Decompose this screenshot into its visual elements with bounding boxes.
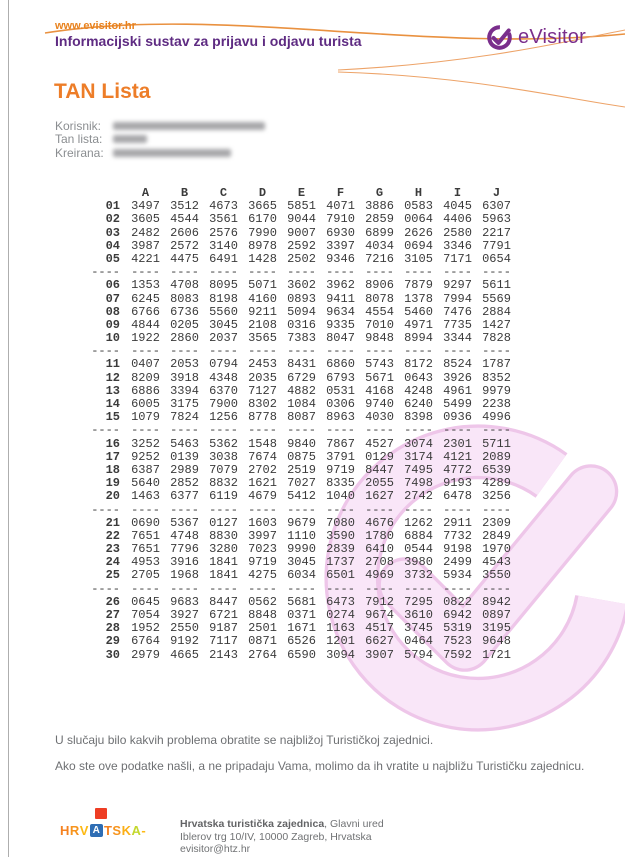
table-row: 10 1922 2860 2037 3565 7383 8047 9848 8994 3344 78… [105,331,511,346]
table-row: 09 4844 0205 3045 2108 0316 9335 7010 4971 7735 14… [105,317,511,332]
table-row: 16 3252 5463 5362 1548 9840 7867 4527 3074 2301 57… [105,436,511,451]
info-block: Korisnik: Tan lista: Kreirana: [55,119,265,160]
footer-note-return: Ako ste ove podatke našli, a ne pripadaj… [55,759,585,773]
table-row: 25 2705 1968 1841 4275 6034 6501 4969 3732 5934 35… [105,568,511,583]
system-subtitle: Informacijski sustav za prijavu i odjavu… [55,33,362,49]
tan-table: A B C D E F G H I J 01 3497 3512 4673 3665 5851 4071 3886… [88,186,516,662]
table-separator-row: ---- ---- ---- ---- ---- ---- ---- ---- ---- ----… [91,423,511,438]
hrvatska-logo-letter: K [121,822,132,838]
kreirana-label: Kreirana: [55,145,104,160]
evisitor-logo: eVisitor [486,24,586,51]
organisation-name: Hrvatska turistička zajednica [180,818,325,830]
table-row: 13 6886 3394 6370 7127 4882 0531 4168 4248 4961 99… [105,383,511,398]
organisation-address: Hrvatska turistička zajednica, Glavni ur… [180,818,384,856]
table-row: 06 1353 4708 8095 5071 3602 3962 8906 7879 9297 56… [105,278,511,293]
table-row: 02 3605 4544 3561 6170 9044 7910 2859 0064 4406 59… [105,212,511,227]
hrvatska-logo-letter: V [79,822,89,838]
table-separator-row: ---- ---- ---- ---- ---- ---- ---- ---- ---- ----… [91,344,511,359]
organisation-name-line: Hrvatska turistička zajednica, Glavni ur… [180,818,384,831]
tan-lista-label: Tan lista: [55,132,103,147]
table-row: 21 0690 5367 0127 1603 9679 7080 4676 1262 2911 23… [105,515,511,530]
table-row: 29 6764 9192 7117 0871 6526 1201 6627 0464 7523 96… [105,634,511,649]
page-edge-line [8,0,9,857]
tan-lista-value-redacted [113,135,147,144]
info-row-korisnik: Korisnik: [55,119,265,133]
korisnik-value-redacted [113,121,265,130]
table-separator-row: ---- ---- ---- ---- ---- ---- ---- ---- ---- ----… [91,581,511,596]
table-row: 30 2979 4665 2143 2764 6590 3094 3907 5794 7592 17… [105,647,511,662]
table-row: 14 6005 3175 7900 8302 1084 0306 9740 6240 5499 22… [105,397,511,411]
evisitor-url-link[interactable]: www.evisitor.hr [55,20,136,32]
table-row: 01 3497 3512 4673 3665 5851 4071 3886 0583 4045 63… [105,199,511,214]
evisitor-logo-text: eVisitor [518,26,586,48]
table-row: 05 4221 4475 6491 1428 2502 9346 7216 3105 7171 06… [105,251,511,266]
table-separator-row: ---- ---- ---- ---- ---- ---- ---- ---- ---- ----… [91,265,511,280]
hrvatska-logo-letter: S [112,822,122,838]
korisnik-label: Korisnik: [55,118,102,133]
organisation-email-link[interactable]: evisitor@htz.hr [180,843,251,855]
hrvatska-logo-letter: H [60,822,70,838]
table-row: 07 6245 8083 8198 4160 0893 9411 8078 1378 7994 55… [105,291,511,306]
table-row: 04 3987 2572 3140 8978 2592 3397 4034 0694 3346 77… [105,238,511,253]
hrvatska-logo-letter: T [103,822,113,838]
table-row: 08 6766 6736 5560 9211 5094 9634 4554 5460 7476 28… [105,304,511,319]
table-row: 11 0407 2053 0794 2453 8431 6860 5743 8172 8524 17… [105,357,511,372]
kreirana-value-redacted [113,148,231,157]
table-row: 17 9252 0139 3038 7674 0875 3791 0129 3174 4121 20… [105,449,511,464]
table-row: 03 2482 2606 2576 7990 9007 6930 6899 2626 2580 22… [105,225,511,240]
info-row-kreirana: Kreirana: [55,146,265,160]
hrvatska-logo-letter: - [141,822,147,838]
info-row-tan-lista: Tan lista: [55,132,265,147]
organisation-street-line: Iblerov trg 10/IV, 10000 Zagreb, Hrvatsk… [180,830,372,843]
table-row: 15 1079 7824 1256 8778 8087 8963 4030 8398 0936 49… [105,410,511,425]
table-row: 12 8209 3918 4348 2035 6729 6793 5671 0643 3926 83… [105,370,511,385]
organisation-unit: , Glavni ured [324,818,384,830]
footer-note-problems: U slučaju bilo kakvih problema obratite … [55,733,434,747]
organisation-email-line: evisitor@htz.hr [180,843,384,856]
evisitor-emark-icon [487,25,512,50]
table-separator-row: ---- ---- ---- ---- ---- ---- ---- ---- ---- ----… [91,502,511,517]
table-row: 20 1463 6377 6119 4679 5412 1040 1627 2742 6478 32… [105,489,511,504]
hrvatska-logo-letter: A [89,823,103,837]
hrvatska-logo-red-square [95,808,107,819]
page-title: TAN Lista [54,80,151,103]
hrvatska-logo-letter: R [69,822,80,838]
hrvatska-logo-letter: A [131,822,142,838]
